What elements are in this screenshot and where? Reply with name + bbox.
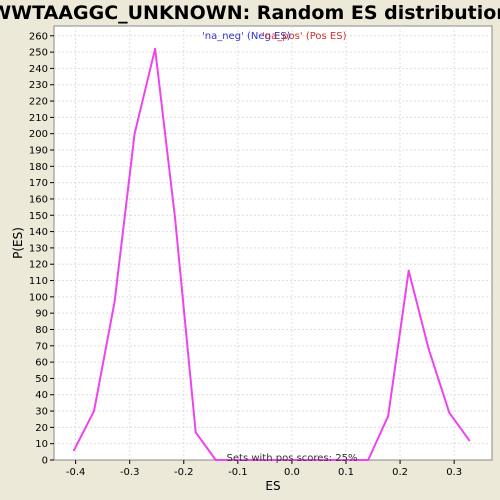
y-tick-label: 170 bbox=[29, 178, 48, 189]
y-tick-label: 250 bbox=[29, 48, 48, 59]
x-tick-label: -0.2 bbox=[174, 467, 194, 478]
y-tick-label: 50 bbox=[35, 374, 48, 385]
y-tick-label: 260 bbox=[29, 31, 48, 42]
y-tick-label: 180 bbox=[29, 162, 48, 173]
y-tick-label: 140 bbox=[29, 227, 48, 238]
chart-title: WWTAAGGC_UNKNOWN: Random ES distribution bbox=[0, 2, 500, 24]
y-tick-label: 70 bbox=[35, 341, 48, 352]
data-point bbox=[134, 133, 136, 135]
data-point bbox=[114, 301, 116, 303]
x-tick-label: 0.3 bbox=[446, 467, 462, 478]
data-point bbox=[408, 270, 410, 272]
y-tick-label: 10 bbox=[35, 439, 48, 450]
y-tick-label: 190 bbox=[29, 146, 48, 157]
data-point bbox=[154, 48, 156, 50]
data-point bbox=[428, 348, 430, 350]
y-tick-label: 0 bbox=[42, 456, 48, 467]
x-tick-label: -0.1 bbox=[228, 467, 248, 478]
legend: 'na_neg' (Neg ES) 'na_pos' (Pos ES) bbox=[202, 31, 347, 42]
y-tick-label: 240 bbox=[29, 64, 48, 75]
x-tick-label: 0.0 bbox=[284, 467, 300, 478]
data-point bbox=[468, 439, 470, 441]
data-point bbox=[367, 459, 369, 461]
y-tick-label: 30 bbox=[35, 407, 48, 418]
y-axis-label: P(ES) bbox=[11, 227, 25, 259]
y-tick-label: 40 bbox=[35, 390, 48, 401]
x-axis-label: ES bbox=[265, 479, 280, 493]
data-point bbox=[174, 218, 176, 220]
y-tick-label: 110 bbox=[29, 276, 48, 287]
y-tick-label: 80 bbox=[35, 325, 48, 336]
x-tick-label: -0.4 bbox=[66, 467, 86, 478]
y-tick-label: 90 bbox=[35, 309, 48, 320]
x-tick-label: -0.3 bbox=[120, 467, 140, 478]
legend-entry-pos: 'na_pos' (Pos ES) bbox=[262, 31, 347, 42]
data-point bbox=[448, 412, 450, 414]
y-tick-label: 100 bbox=[29, 292, 48, 303]
y-tick-label: 160 bbox=[29, 194, 48, 205]
y-tick-label: 120 bbox=[29, 260, 48, 271]
data-point bbox=[387, 415, 389, 417]
annotation-pos-scores: Sets with pos scores: 25% bbox=[227, 453, 358, 464]
y-axis: 0 10 20 30 40 50 60 70 80 90 100 110 120 130 140 150 160… bbox=[29, 31, 54, 466]
data-point bbox=[73, 449, 75, 451]
y-tick-label: 200 bbox=[29, 129, 48, 140]
data-point bbox=[195, 431, 197, 433]
y-tick-label: 210 bbox=[29, 113, 48, 124]
data-point bbox=[215, 459, 217, 461]
y-tick-label: 150 bbox=[29, 211, 48, 222]
x-tick-label: 0.1 bbox=[338, 467, 354, 478]
data-point bbox=[93, 410, 95, 412]
y-tick-label: 60 bbox=[35, 358, 48, 369]
x-tick-label: 0.2 bbox=[392, 467, 408, 478]
y-tick-label: 20 bbox=[35, 423, 48, 434]
y-tick-label: 220 bbox=[29, 97, 48, 108]
y-tick-label: 130 bbox=[29, 243, 48, 254]
y-tick-label: 230 bbox=[29, 80, 48, 91]
